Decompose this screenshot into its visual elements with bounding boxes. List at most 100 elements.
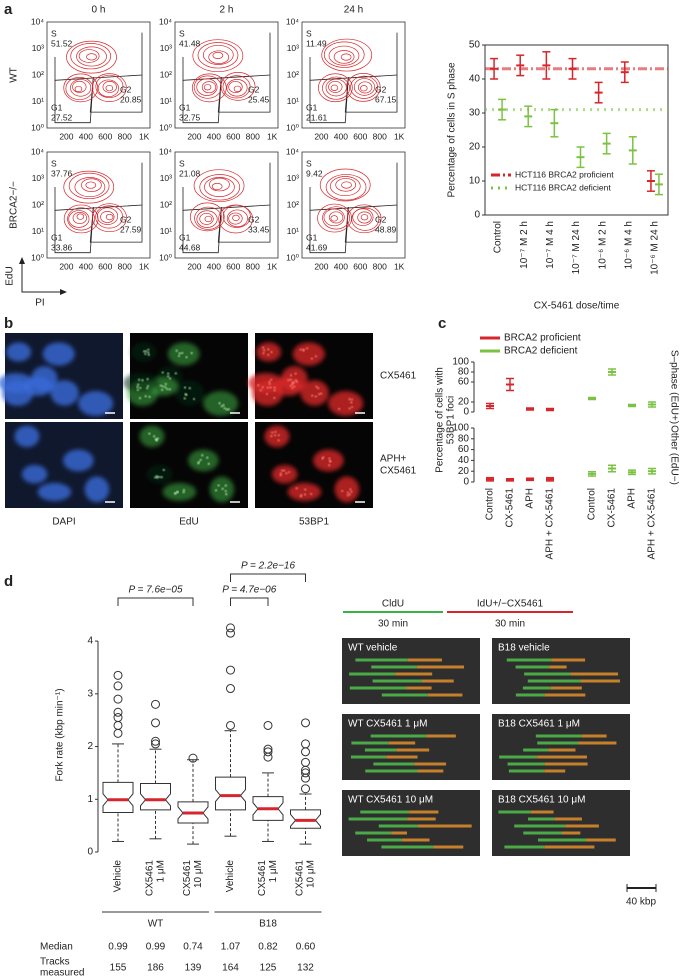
x-tick-label: 1K [394, 261, 405, 271]
gate-label: G2 [375, 84, 387, 94]
nucleus [300, 380, 329, 406]
contour [85, 181, 97, 189]
box [140, 699, 171, 840]
focus [314, 395, 318, 398]
y-tick-label: 10⁰ [31, 252, 44, 262]
micrograph [0, 333, 123, 419]
x-tick-label: 800 [373, 261, 387, 271]
gate-label: S [306, 28, 312, 38]
x-tick-label: Control [587, 488, 598, 520]
contour [350, 75, 379, 99]
x-tick-label: 200 [187, 131, 201, 141]
x-tick-label: 10 μM [306, 860, 317, 888]
image-label: B18 CX5461 1 μM [498, 719, 580, 730]
outlier [226, 684, 235, 694]
focus [152, 435, 156, 438]
column-title: 24 h [344, 5, 363, 16]
focus [136, 385, 139, 389]
fiber-segment [551, 658, 586, 662]
x-tick-label: 600 [353, 261, 367, 271]
header-label: IdU+/−CX5461 [477, 599, 544, 610]
fiber-segment [527, 817, 555, 821]
box [177, 753, 209, 845]
fiber-segment [578, 741, 617, 745]
focus [274, 430, 277, 434]
nucleus [248, 372, 284, 393]
focus [138, 396, 142, 400]
micrograph [130, 422, 248, 508]
box [215, 623, 246, 837]
x-tick-label: 600 [98, 131, 112, 141]
contour [218, 204, 253, 234]
fiber-segment [544, 769, 566, 773]
median-value: 0.82 [258, 942, 278, 953]
image-background [342, 714, 480, 780]
fiber-segment [371, 665, 417, 669]
focus [154, 476, 157, 479]
micrograph [248, 333, 373, 419]
contour [323, 41, 365, 68]
fiber-segment [391, 831, 407, 835]
outlier [301, 768, 310, 778]
focus [137, 378, 141, 382]
y-tick-label: 4 [87, 636, 93, 647]
gate-value: 20.85 [120, 94, 142, 104]
contour [203, 84, 212, 91]
x-tick-label: APH [525, 488, 536, 509]
focus [294, 379, 298, 382]
focus [178, 352, 181, 355]
column-title: 0 h [92, 5, 106, 16]
nucleus [42, 342, 75, 366]
x-tick-label: 10⁻⁶ M 4 h [623, 221, 634, 269]
y-tick-label: 10¹ [160, 96, 172, 106]
outlier [263, 720, 273, 730]
focus [337, 407, 341, 411]
fiber-segment [554, 817, 582, 821]
fiber-segment [416, 665, 465, 669]
x-tick-label: 1 μM [268, 860, 279, 882]
fiber-image: B18 CX5461 10 μM [492, 790, 630, 856]
focus [147, 348, 150, 351]
outlier [301, 784, 310, 794]
fiber-segment [570, 672, 619, 676]
fiber-segment [355, 831, 392, 835]
gate-label: G2 [248, 84, 260, 94]
gate-value: 48.89 [375, 224, 397, 234]
fiber-segment [417, 824, 472, 828]
axis-title: Percentage of cells with [435, 367, 446, 473]
x-tick-label: 400 [334, 261, 348, 271]
focus [268, 380, 271, 384]
nucleus [167, 342, 200, 366]
nucleus [256, 342, 282, 362]
contour [97, 79, 119, 98]
focus [207, 462, 211, 466]
contour [321, 38, 373, 72]
focus [222, 403, 225, 407]
outlier [113, 681, 123, 691]
contour [100, 211, 115, 223]
focus [147, 351, 150, 354]
nucleus [84, 476, 110, 503]
gate-value: 21.08 [179, 168, 201, 178]
focus [293, 385, 296, 388]
flow-plot: 10⁰ 10¹ 10² 10³ 10⁴ 200 400 600 800 1K S41.48 G132.… [159, 16, 279, 141]
x-tick-label: 1K [267, 131, 278, 141]
flow-plot: 10⁰ 10¹ 10² 10³ 10⁴ 200 400 600 800 1K S51.52 G127.… [31, 16, 151, 141]
outlier [151, 739, 160, 749]
focus [348, 397, 351, 401]
focus [224, 489, 227, 493]
focus [291, 381, 294, 385]
nucleus [78, 391, 114, 416]
y-tick-label: 10³ [160, 173, 172, 183]
contour [76, 213, 85, 220]
focus [289, 374, 293, 377]
fiber-segment [499, 755, 538, 759]
x-tick-label: 10⁻⁶ M 2 h [597, 221, 608, 269]
fiber-image: WT vehicle [342, 638, 480, 704]
contour [346, 204, 382, 234]
focus [225, 492, 228, 496]
fiber-segment [396, 748, 430, 752]
focus [227, 408, 230, 411]
